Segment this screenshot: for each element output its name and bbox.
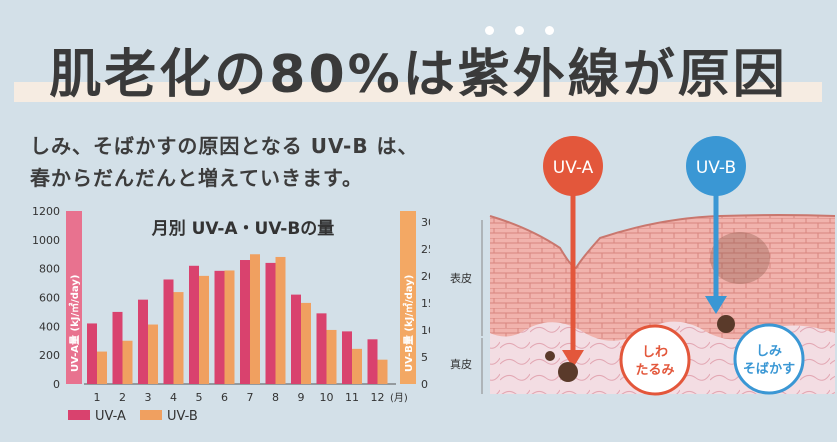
right-tick-label: 10 [421, 324, 430, 337]
left-tick-label: 0 [53, 378, 60, 391]
x-tick-label: 8 [272, 391, 279, 404]
uvb-bar [148, 324, 158, 384]
uvb-bar [224, 270, 235, 384]
left-tick-label: 1000 [32, 234, 60, 247]
right-axis-label: UV-B量 (kJ/㎡/day) [402, 275, 415, 372]
uva-bar [291, 294, 301, 384]
uva-bar [112, 311, 123, 384]
x-tick-label: 9 [298, 391, 305, 404]
right-tick-label: 5 [421, 351, 428, 364]
x-tick-label: 11 [345, 391, 359, 404]
uva-bar [367, 339, 378, 384]
x-unit-label: (月) [390, 392, 408, 404]
epidermis-layer [490, 215, 835, 341]
left-tick-label: 800 [39, 263, 60, 276]
x-tick-label: 1 [94, 391, 101, 404]
uvb-badge [686, 136, 746, 196]
uva-badge-label: UV-A [553, 158, 594, 178]
subtitle-line-1: しみ、そばかすの原因となる UV-B は、 [30, 134, 419, 158]
uva-effect-line2: たるみ [635, 363, 674, 378]
uvb-effect-line1: しみ [756, 344, 782, 359]
uvb-arrowhead [705, 296, 727, 314]
uvb-bar [326, 329, 337, 384]
spot-mark [717, 315, 735, 333]
label-dermis: 真皮 [450, 357, 472, 371]
uva-bar [342, 331, 352, 384]
left-tick-label: 1200 [32, 205, 60, 218]
wrinkle-mark-small [545, 351, 555, 361]
uva-effect-bubble [619, 324, 691, 396]
x-tick-label: 7 [247, 391, 254, 404]
uv-chart: UV-A量 (kJ/㎡/day) UV-B量 (kJ/㎡/day) 月別 UV-… [32, 205, 430, 424]
uva-badge [543, 136, 603, 196]
skin-diagram: 表皮 真皮 UV-A しわ たるみ UV-B しみ そばかす [450, 136, 835, 396]
uva-bar [316, 313, 327, 384]
x-tick-label: 4 [170, 391, 177, 404]
legend-swatch-uva [68, 410, 90, 420]
right-tick-label: 30 [421, 216, 430, 229]
uvb-badge-label: UV-B [696, 158, 736, 178]
uvb-bar [122, 340, 133, 384]
uva-bar [240, 260, 250, 384]
x-tick-label: 12 [371, 391, 385, 404]
x-tick-label: 6 [221, 391, 228, 404]
left-tick-label: 200 [39, 349, 60, 362]
uvb-bar [275, 256, 286, 384]
uva-bar [265, 262, 276, 384]
subtitle-line-2: 春からだんだんと増えていきます。 [30, 166, 363, 190]
right-tick-label: 15 [421, 297, 430, 310]
uva-bar [138, 299, 148, 384]
uva-bar [189, 265, 199, 384]
left-tick-label: 600 [39, 292, 60, 305]
left-axis-label: UV-A量 (kJ/㎡/day) [68, 275, 81, 372]
wrinkle-mark [558, 362, 578, 382]
uvb-bar [250, 254, 260, 384]
uvb-effect-line2: そばかす [743, 362, 795, 377]
uvb-bar [173, 292, 184, 384]
skin-surface [489, 214, 835, 270]
right-tick-label: 20 [421, 270, 430, 283]
uvb-effect-bubble [733, 323, 805, 395]
legend-label-uvb: UV-B [167, 409, 198, 424]
decorative-dots [485, 20, 575, 39]
uva-bar [214, 270, 225, 384]
x-tick-label: 2 [119, 391, 126, 404]
uvb-bar [301, 302, 311, 384]
label-epidermis: 表皮 [450, 271, 472, 285]
uvb-bar [352, 348, 362, 384]
title-underline [14, 82, 822, 102]
legend-swatch-uvb [140, 410, 162, 420]
uvb-axis-band [400, 211, 416, 384]
right-tick-label: 0 [421, 378, 428, 391]
x-tick-label: 10 [320, 391, 334, 404]
uva-axis-band [66, 211, 82, 384]
uvb-bar [377, 359, 388, 384]
pigment-area [710, 232, 770, 284]
right-tick-label: 25 [421, 243, 430, 256]
uva-bar [87, 323, 97, 384]
uva-arrowhead [562, 350, 584, 368]
page-title: 肌老化の80%は紫外線が原因 [49, 45, 788, 105]
x-tick-label: 5 [196, 391, 203, 404]
uvb-bar [97, 351, 107, 384]
x-tick-label: 3 [145, 391, 152, 404]
chart-title: 月別 UV-A・UV-Bの量 [151, 218, 335, 239]
left-tick-label: 400 [39, 320, 60, 333]
uvb-bar [199, 275, 209, 384]
uva-bar [163, 279, 174, 384]
legend-label-uva: UV-A [95, 409, 126, 424]
uva-effect-line1: しわ [642, 345, 668, 360]
